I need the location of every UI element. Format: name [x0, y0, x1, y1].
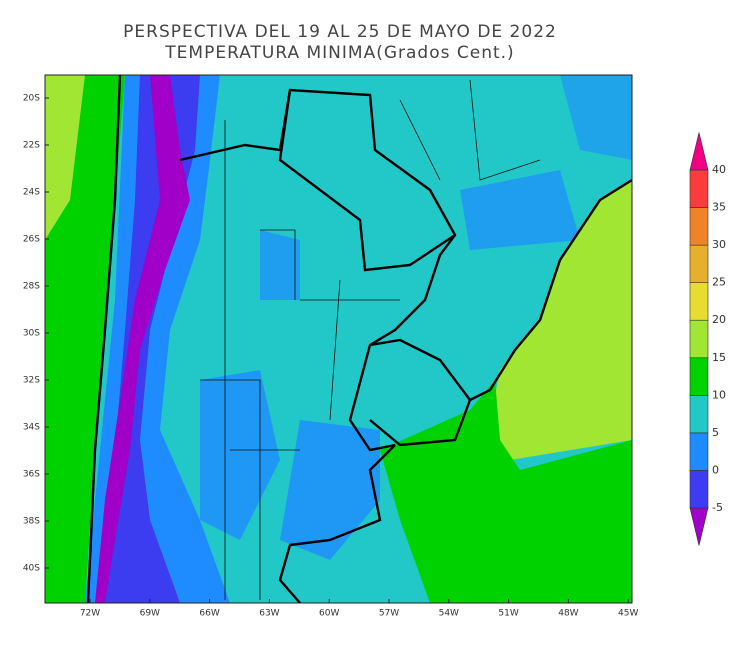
lat-label: 36S — [23, 470, 40, 480]
colorbar-bin — [689, 282, 709, 321]
lat-label: 40S — [23, 564, 40, 574]
lon-label: 63W — [259, 609, 279, 619]
lon-label: 51W — [498, 609, 518, 619]
colorbar-bin — [689, 169, 709, 208]
lat-label: 24S — [23, 188, 40, 198]
map — [45, 75, 632, 603]
colorbar-label: 5 — [712, 426, 719, 439]
lat-label: 22S — [23, 141, 40, 151]
colorbar-label: 25 — [712, 276, 726, 289]
lon-label: 66W — [199, 609, 219, 619]
colorbar-bin — [689, 207, 709, 246]
lon-label: 45W — [618, 609, 638, 619]
lat-label: 32S — [23, 376, 40, 386]
colorbar-label: -5 — [712, 501, 723, 514]
colorbar-label: 35 — [712, 201, 726, 214]
map-frame — [44, 74, 633, 604]
lon-label: 69W — [140, 609, 160, 619]
colorbar-bin — [689, 470, 709, 509]
colorbar-bin — [689, 395, 709, 434]
colorbar-bin — [689, 357, 709, 396]
colorbar-high — [689, 132, 709, 171]
colorbar-low — [689, 507, 709, 546]
colorbar-label: 10 — [712, 388, 726, 401]
lon-label: 72W — [80, 609, 100, 619]
colorbar-bin — [689, 244, 709, 283]
title: PERSPECTIVA DEL 19 AL 25 DE MAYO DE 2022 — [123, 22, 557, 42]
colorbar-bin — [689, 319, 709, 359]
lat-label: 28S — [23, 282, 40, 292]
lon-label: 54W — [439, 609, 459, 619]
lat-label: 20S — [23, 94, 40, 104]
colorbar-label: 15 — [712, 351, 726, 364]
lat-label: 30S — [23, 329, 40, 339]
lat-label: 38S — [23, 517, 40, 527]
lon-label: 57W — [379, 609, 399, 619]
colorbar-bin — [689, 432, 709, 471]
colorbar-label: 0 — [712, 463, 719, 476]
colorbar-label: 20 — [712, 313, 726, 326]
lon-label: 60W — [319, 609, 339, 619]
colorbar-label: 30 — [712, 238, 726, 251]
lat-label: 34S — [23, 423, 40, 433]
subtitle: TEMPERATURA MINIMA(Grados Cent.) — [164, 43, 514, 63]
colorbar-label: 40 — [712, 163, 726, 176]
lon-label: 48W — [558, 609, 578, 619]
lat-label: 26S — [23, 235, 40, 245]
